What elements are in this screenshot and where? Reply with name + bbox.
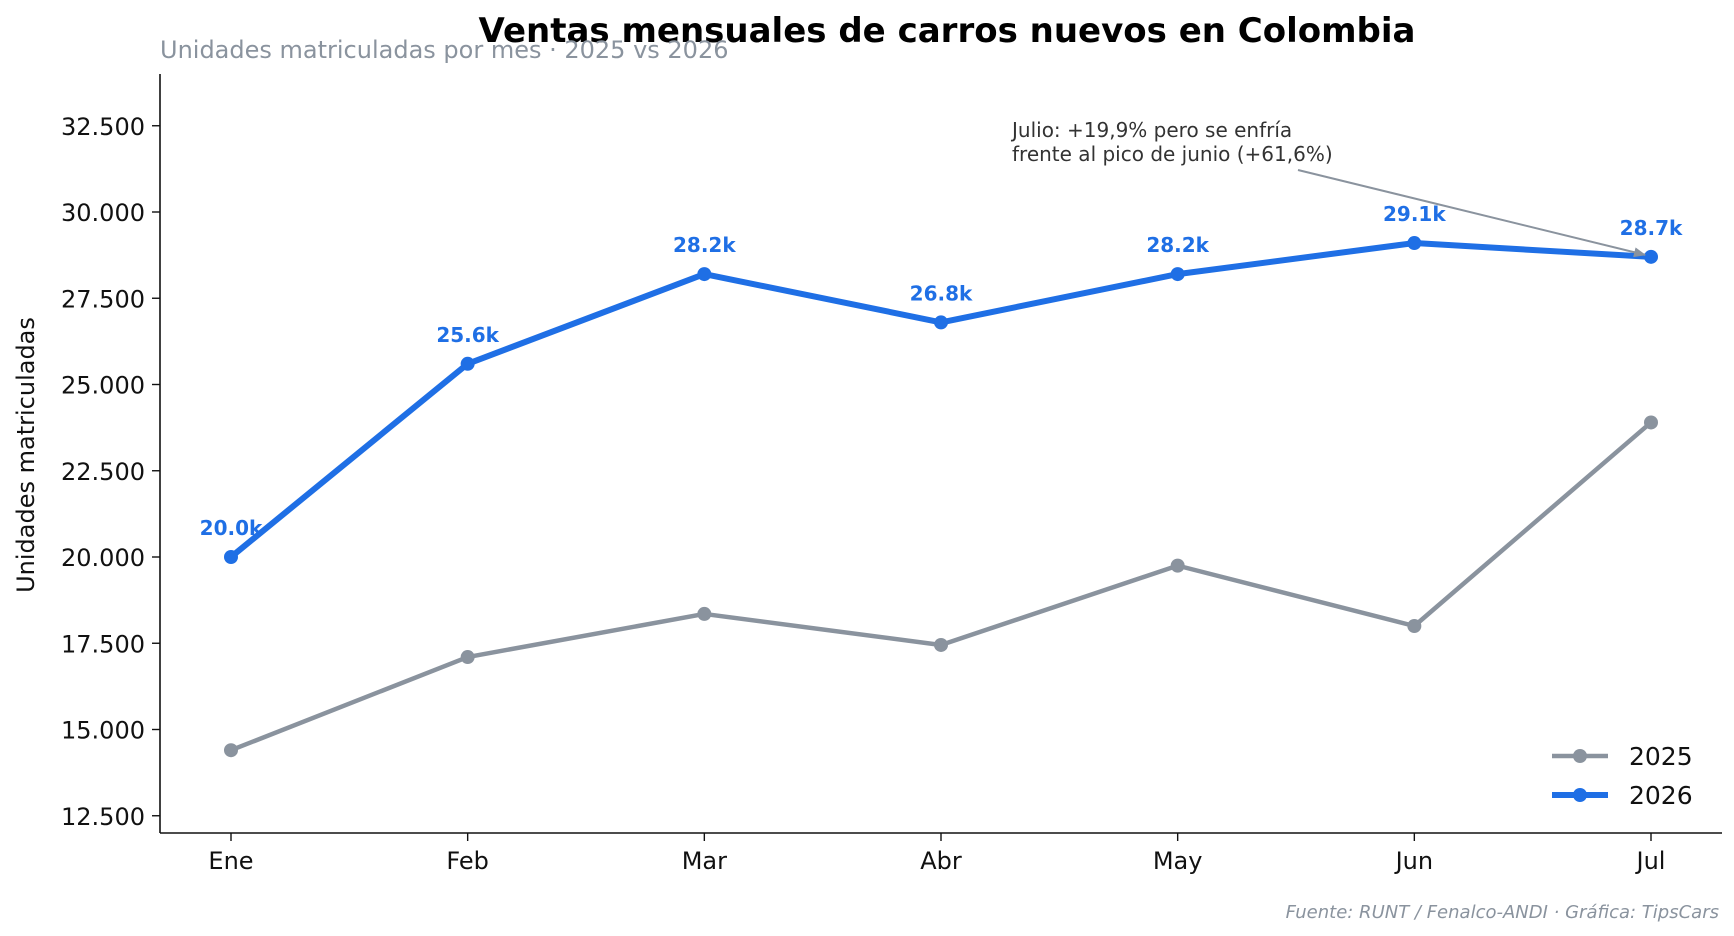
- y-axis-ticks: 12.500 15.000 17.500 20.000 22.500 25.000 27.5…: [61, 113, 160, 831]
- x-tick-label: Mar: [682, 847, 727, 875]
- data-point-2025-Abr: [934, 637, 948, 652]
- x-tick-label: Abr: [920, 847, 962, 875]
- data-label-2026-May: 28.2k: [1146, 233, 1209, 257]
- data-point-2026-May: [1170, 267, 1185, 282]
- y-tick-label: 15.000: [61, 717, 145, 745]
- legend-label-2026: 2026: [1629, 781, 1693, 810]
- data-label-2026-Ene: 20.0k: [200, 516, 263, 540]
- series-line-2025: [228, 420, 1654, 753]
- x-tick-label: Jul: [1635, 847, 1666, 875]
- data-point-2025-Mar: [697, 606, 712, 621]
- x-tick-label: May: [1153, 847, 1203, 875]
- y-tick-label: 12.500: [61, 803, 145, 831]
- y-tick-label: 20.000: [61, 544, 145, 572]
- x-tick-label: Jun: [1394, 847, 1434, 875]
- annotation-line-2: frente al pico de junio (+61,6%): [1012, 142, 1333, 166]
- data-point-2025-May: [1170, 558, 1185, 573]
- data-point-2025-Jul: [1644, 415, 1658, 430]
- y-tick-label: 32.500: [61, 113, 145, 141]
- annotation-arrow: [1297, 169, 1646, 258]
- y-axis-label: Unidades matriculadas: [12, 317, 40, 593]
- data-point-2026-Jun: [1407, 236, 1422, 251]
- y-tick-label: 22.500: [61, 458, 145, 486]
- annotation-line-1: Julio: +19,9% pero se enfría: [1010, 118, 1292, 142]
- data-point-2025-Jun: [1407, 619, 1422, 633]
- annotation: Julio: +19,9% pero se enfría frente al p…: [1010, 118, 1646, 258]
- data-label-2026-Mar: 28.2k: [673, 233, 736, 257]
- data-label-2026-Feb: 25.6k: [436, 323, 499, 347]
- x-tick-label: Feb: [446, 847, 489, 875]
- data-point-2026-Abr: [934, 315, 948, 330]
- data-point-2026-Feb: [460, 356, 475, 371]
- data-labels: 20.0k 25.6k 28.2k 26.8k 28.2k 29.1k 28.7k: [200, 202, 1683, 540]
- legend-label-2025: 2025: [1629, 742, 1693, 771]
- y-tick-label: 30.000: [61, 199, 145, 227]
- chart-subtitle: Unidades matriculadas por mes · 2025 vs …: [160, 36, 728, 64]
- x-axis-ticks: Ene Feb Mar Abr May Jun Jul: [208, 833, 1665, 875]
- legend-marker-2025: [1573, 749, 1587, 763]
- y-tick-label: 27.500: [61, 285, 145, 313]
- y-tick-label: 25.000: [61, 372, 145, 400]
- data-label-2026-Jun: 29.1k: [1383, 202, 1446, 226]
- chart-title: Ventas mensuales de carros nuevos en Col…: [478, 11, 1415, 51]
- legend-marker-2026: [1573, 788, 1587, 802]
- data-point-2025-Feb: [460, 650, 475, 665]
- axes: [159, 74, 1722, 834]
- data-point-2026-Jul: [1644, 249, 1658, 264]
- series-layer: [224, 236, 1658, 758]
- data-point-2026-Ene: [224, 550, 238, 564]
- data-point-2025-Ene: [224, 743, 238, 758]
- data-label-2026-Abr: 26.8k: [910, 281, 973, 305]
- data-point-2026-Mar: [697, 267, 712, 282]
- x-tick-label: Ene: [208, 847, 253, 875]
- y-tick-label: 17.500: [61, 630, 145, 658]
- data-label-2026-Jul: 28.7k: [1620, 216, 1683, 240]
- legend: 2025 2026: [1552, 742, 1693, 810]
- source-note: Fuente: RUNT / Fenalco-ANDI · Gráfica: T…: [1286, 902, 1719, 923]
